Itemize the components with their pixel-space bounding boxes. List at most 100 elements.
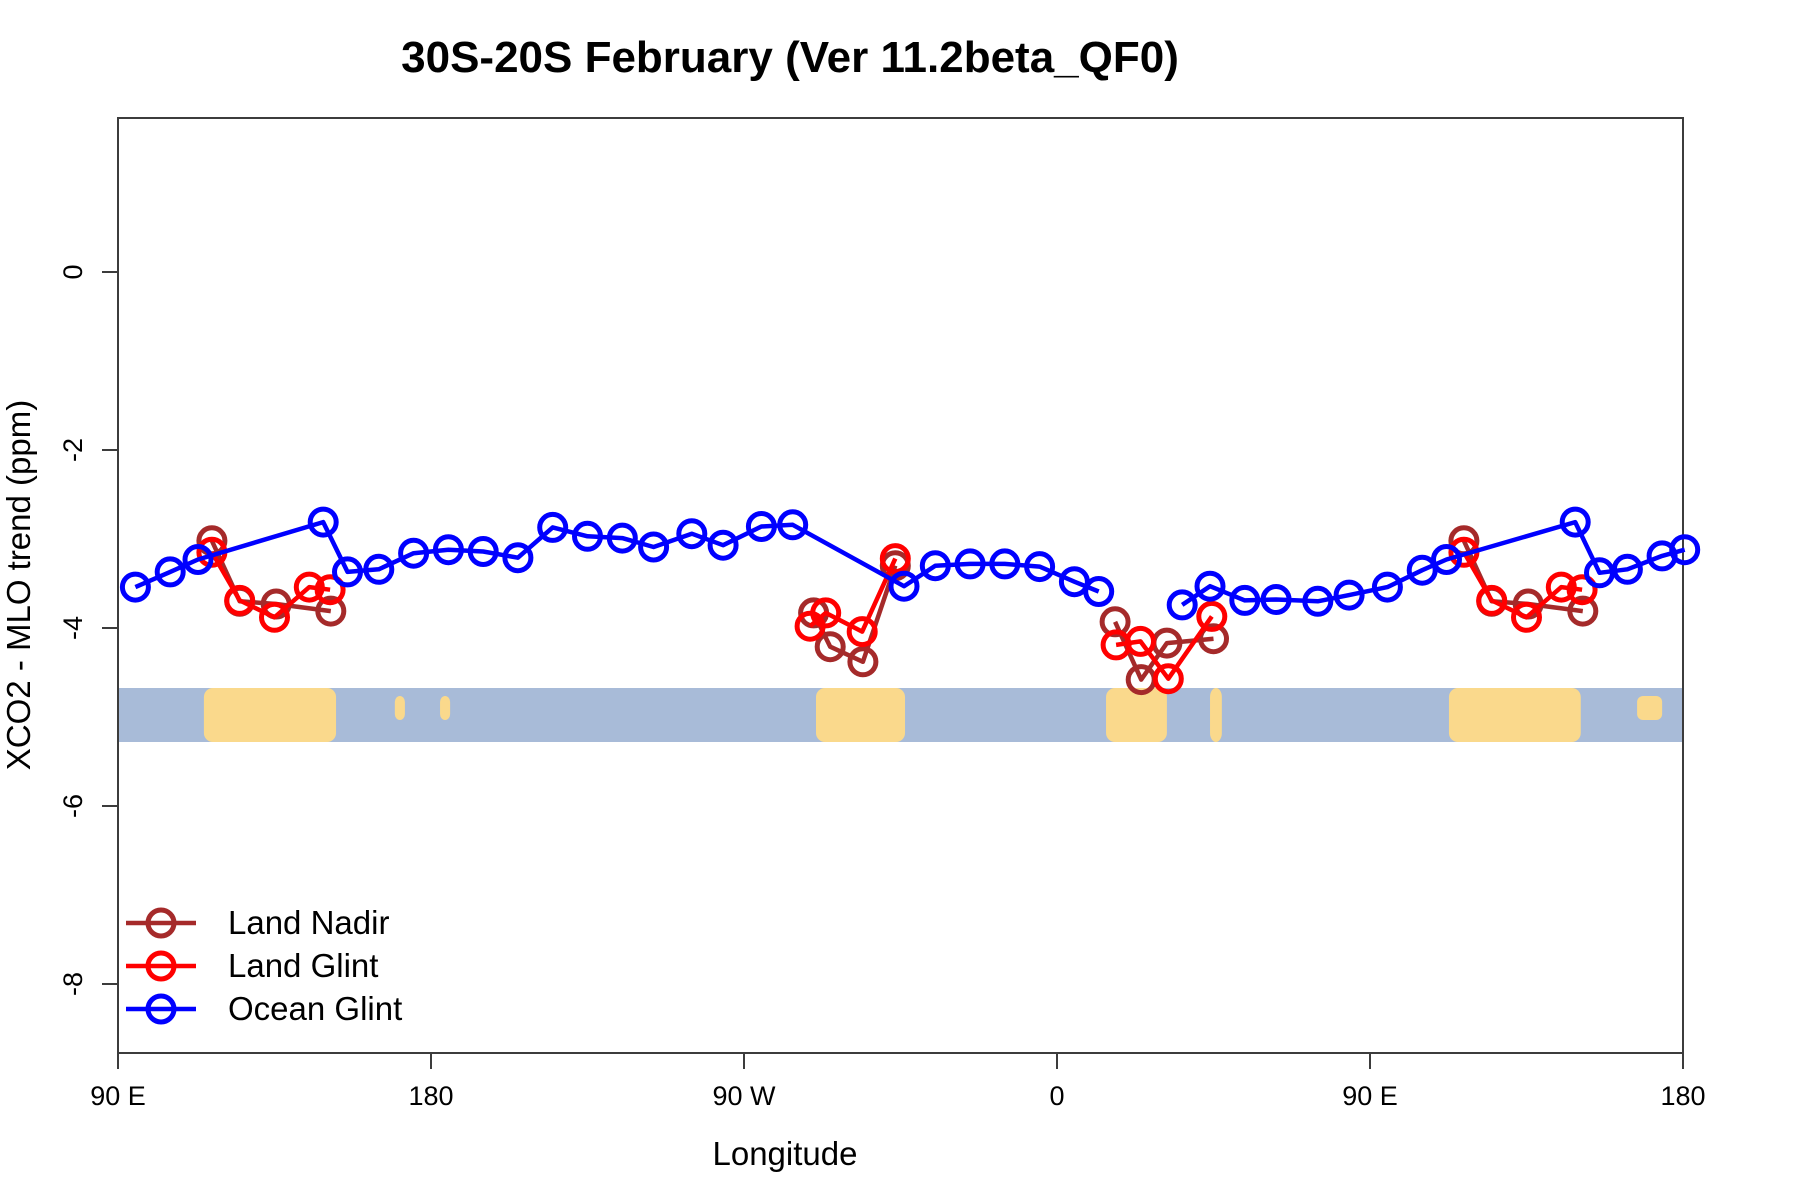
x-tick-label: 180 <box>408 1081 453 1111</box>
data-point-ocean-glint <box>182 544 214 575</box>
data-point-ocean-glint <box>1559 506 1591 538</box>
data-point-land-glint <box>810 597 842 629</box>
data-point-land-nadir <box>814 631 846 663</box>
data-point-ocean-glint <box>989 548 1021 580</box>
y-tick-label: -2 <box>58 438 88 462</box>
legend-sample-marker <box>145 993 177 1025</box>
data-point-ocean-glint <box>502 542 534 574</box>
data-point-land-glint <box>224 584 256 616</box>
map-strip-land-patch <box>1637 696 1663 720</box>
data-point-ocean-glint <box>1611 553 1643 585</box>
data-point-land-glint <box>846 616 878 648</box>
data-point-ocean-glint <box>1371 571 1403 603</box>
data-point-ocean-glint <box>1669 534 1701 566</box>
data-point-ocean-glint <box>1166 589 1198 621</box>
data-point-ocean-glint <box>332 556 363 588</box>
map-strip-land-patch <box>394 696 405 720</box>
data-point-ocean-glint <box>1431 544 1462 575</box>
data-point-land-nadir <box>847 646 879 678</box>
data-point-ocean-glint <box>606 522 638 554</box>
map-strip-land-patch <box>440 696 451 720</box>
data-point-land-glint <box>1125 625 1156 657</box>
data-point-ocean-glint <box>676 518 708 550</box>
data-point-land-glint <box>259 601 290 633</box>
legend-entry-ocean-glint: Ocean Glint <box>126 990 402 1027</box>
data-point-ocean-glint <box>954 548 986 580</box>
data-point-ocean-glint <box>432 534 464 566</box>
series-line-ocean-glint <box>1180 519 1686 607</box>
map-strip-land-patch <box>203 688 337 742</box>
x-tick-label: 90 W <box>712 1081 776 1111</box>
map-strip-land-patch <box>1106 688 1167 742</box>
data-point-ocean-glint <box>1194 570 1226 602</box>
data-point-ocean-glint <box>777 509 809 541</box>
data-point-land-glint <box>1545 571 1577 603</box>
map-strip <box>118 688 1683 742</box>
y-tick-label: -8 <box>58 972 88 996</box>
data-point-ocean-glint <box>1406 554 1438 586</box>
data-point-land-nadir <box>315 595 347 627</box>
data-point-land-nadir <box>1099 606 1131 638</box>
legend-label: Land Nadir <box>228 904 389 941</box>
axes: 90 E 180 90 W 0 90 E 180 0 -2 -4 -6 -8 <box>58 117 1706 1111</box>
legend-label: Land Glint <box>228 947 378 984</box>
data-point-ocean-glint <box>467 536 499 567</box>
data-point-ocean-glint <box>1302 585 1334 617</box>
data-point-ocean-glint <box>154 556 186 588</box>
data-point-ocean-glint <box>537 511 569 543</box>
x-tick-label: 0 <box>1049 1081 1064 1111</box>
data-point-ocean-glint <box>1260 584 1292 615</box>
legend: Land Nadir Land Glint Ocean Glint <box>126 904 402 1027</box>
data-point-ocean-glint <box>119 571 151 603</box>
series-land-nadir <box>196 525 1599 696</box>
data-point-ocean-glint <box>745 511 777 542</box>
data-point-ocean-glint <box>707 529 739 561</box>
y-tick-label: 0 <box>58 264 88 279</box>
legend-sample-marker <box>145 950 177 982</box>
series-line-land-nadir <box>1461 539 1584 614</box>
data-point-ocean-glint <box>919 550 951 582</box>
data-series <box>119 506 1701 696</box>
y-tick-label: -4 <box>58 616 88 640</box>
data-point-ocean-glint <box>398 537 430 569</box>
data-point-ocean-glint <box>363 553 395 585</box>
data-point-land-glint <box>1566 574 1598 606</box>
series-line-land-nadir <box>209 539 332 614</box>
map-strip-land-patch <box>1210 688 1222 742</box>
data-point-land-glint <box>1152 663 1184 695</box>
series-line-ocean-glint <box>134 519 1100 594</box>
data-point-ocean-glint <box>638 531 670 563</box>
data-point-land-glint <box>879 543 911 575</box>
data-point-land-nadir <box>1198 623 1229 655</box>
plot-border <box>117 117 1684 1054</box>
x-tick-label: 90 E <box>1342 1081 1398 1111</box>
data-point-land-glint <box>1511 601 1542 633</box>
series-ocean-glint <box>119 506 1701 621</box>
data-point-ocean-glint <box>1083 576 1115 607</box>
y-axis-title: XCO2 - MLO trend (ppm) <box>0 400 37 770</box>
data-point-ocean-glint <box>1333 579 1365 611</box>
legend-entry-land-nadir: Land Nadir <box>126 904 389 941</box>
data-point-land-nadir <box>1567 595 1599 627</box>
series-land-glint <box>196 536 1598 695</box>
data-point-ocean-glint <box>1024 551 1056 583</box>
data-point-ocean-glint <box>572 520 603 552</box>
data-point-land-glint <box>1196 600 1228 632</box>
map-strip-land-patch <box>815 688 906 742</box>
data-point-ocean-glint <box>888 570 920 602</box>
data-point-land-glint <box>1476 584 1508 616</box>
y-tick-label: -6 <box>58 794 88 818</box>
data-point-ocean-glint <box>307 506 339 538</box>
legend-sample-marker <box>145 907 177 939</box>
legend-entry-land-glint: Land Glint <box>126 947 378 984</box>
legend-label: Ocean Glint <box>228 990 402 1027</box>
series-line-land-glint <box>808 557 898 634</box>
x-tick-label: 90 E <box>90 1081 146 1111</box>
chart-title: 30S-20S February (Ver 11.2beta_QF0) <box>401 33 1179 82</box>
map-strip-land-patch <box>1448 688 1581 742</box>
data-point-ocean-glint <box>1229 584 1261 616</box>
x-axis-title: Longitude <box>713 1135 858 1172</box>
x-tick-label: 180 <box>1660 1081 1705 1111</box>
